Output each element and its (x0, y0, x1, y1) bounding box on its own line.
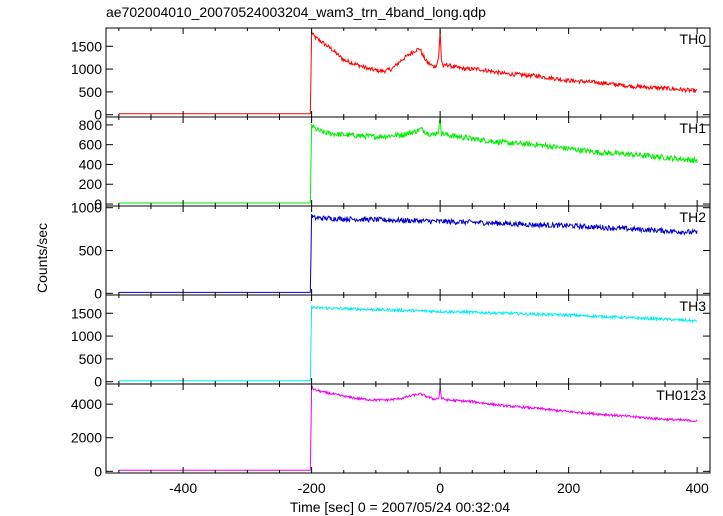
series-line-th2 (118, 214, 698, 293)
panel-label: TH0123 (656, 387, 706, 403)
panel-th2: 0 500 1000 TH2 (71, 200, 711, 301)
y-tick-label: 0 (94, 107, 102, 123)
panel-frame (105, 116, 711, 207)
y-tick-label: 500 (79, 84, 103, 100)
panel-th3: 0 500 1000 1500 TH3 (71, 294, 711, 390)
panel-label: TH1 (680, 120, 707, 136)
y-tick-label: 4000 (71, 396, 102, 412)
panel-label: TH2 (680, 209, 707, 225)
x-tick-label: 0 (436, 480, 444, 496)
y-tick-label: 500 (79, 243, 103, 259)
panel-frame (105, 27, 711, 118)
y-tick-label: 400 (79, 156, 103, 172)
y-axis-label: Counts/sec (34, 223, 50, 293)
y-tick-label: 0 (94, 463, 102, 479)
y-tick-label: 1500 (71, 305, 102, 321)
panel-label: TH3 (680, 298, 707, 314)
series-line-th3 (118, 305, 698, 382)
panel-frame (105, 294, 711, 385)
series-line-th1 (118, 118, 698, 204)
panel-group: 0 500 1000 1500 TH0 0 200 400 600 800 TH1 0 500 1000 T… (71, 27, 711, 496)
x-tick-label: -400 (169, 480, 197, 496)
y-tick-label: 800 (79, 117, 103, 133)
y-tick-label: 0 (94, 196, 102, 212)
y-tick-label: 1500 (71, 38, 102, 54)
y-tick-label: 2000 (71, 430, 102, 446)
x-axis-label: Time [sec] 0 = 2007/05/24 00:32:04 (290, 499, 510, 515)
y-tick-label: 0 (94, 285, 102, 301)
x-tick-label: 200 (557, 480, 581, 496)
y-tick-label: 500 (79, 351, 103, 367)
panel-label: TH0 (680, 31, 707, 47)
y-tick-label: 1000 (71, 200, 102, 216)
series-line-th0 (118, 29, 698, 115)
panel-th0123: 0 2000 4000 TH0123 (71, 383, 711, 479)
y-tick-label: 600 (79, 137, 103, 153)
chart-title: ae702004010_20070524003204_wam3_trn_4ban… (106, 4, 486, 20)
panel-th1: 0 200 400 600 800 TH1 (79, 116, 711, 212)
panel-th0: 0 500 1000 1500 TH0 (71, 27, 711, 123)
series-line-th0123 (118, 385, 698, 471)
y-tick-label: 0 (94, 374, 102, 390)
y-tick-label: 200 (79, 176, 103, 192)
y-tick-label: 1000 (71, 328, 102, 344)
x-tick-label: 400 (685, 480, 709, 496)
y-tick-label: 1000 (71, 61, 102, 77)
x-tick-label: -200 (298, 480, 326, 496)
